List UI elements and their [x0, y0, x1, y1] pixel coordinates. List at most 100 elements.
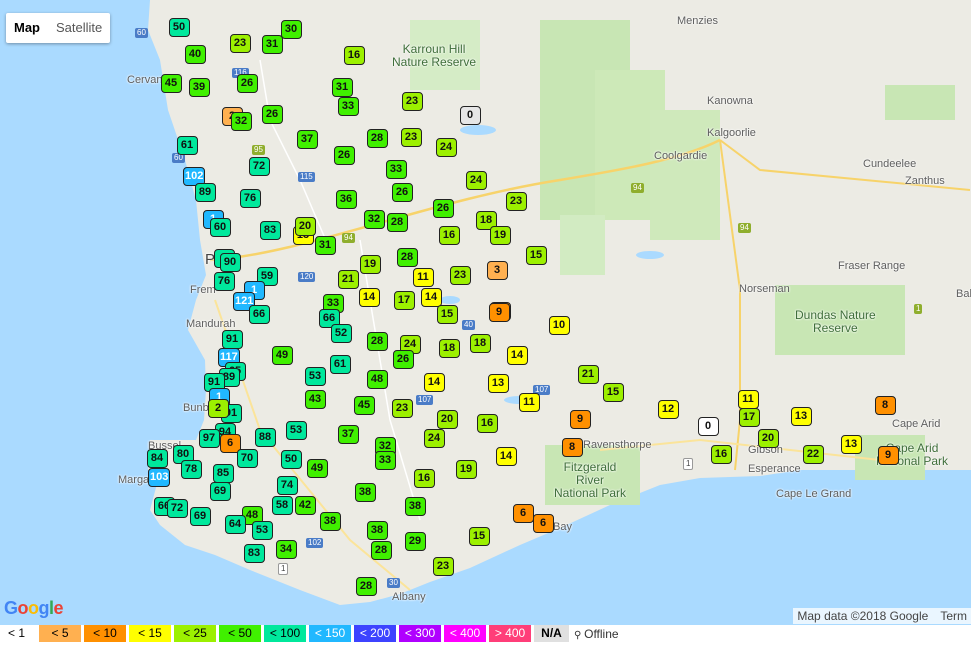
station-marker[interactable]: 20	[757, 429, 779, 448]
station-marker[interactable]: 23	[401, 92, 423, 111]
station-marker[interactable]: 91	[221, 330, 243, 349]
station-marker[interactable]: 15	[468, 527, 490, 546]
station-marker[interactable]: 102	[183, 167, 206, 186]
station-marker[interactable]: 24	[435, 138, 457, 157]
station-marker[interactable]: 103	[148, 468, 171, 487]
station-marker[interactable]: 50	[168, 18, 190, 37]
station-marker[interactable]: 14	[420, 288, 442, 307]
station-marker[interactable]: 14	[423, 373, 445, 392]
station-marker[interactable]: 13	[840, 435, 862, 454]
station-marker[interactable]: 20	[294, 217, 316, 236]
station-marker[interactable]: 28	[370, 541, 392, 560]
station-marker[interactable]: 33	[337, 97, 359, 116]
station-marker[interactable]: 18	[475, 211, 497, 230]
station-marker[interactable]: 50	[280, 450, 302, 469]
station-marker[interactable]: 2	[207, 399, 229, 418]
station-marker[interactable]: 24	[465, 171, 487, 190]
station-marker[interactable]: 0	[459, 106, 481, 125]
station-marker[interactable]: 11	[518, 393, 540, 412]
station-marker[interactable]: 45	[353, 396, 375, 415]
station-marker[interactable]: 90	[219, 253, 241, 272]
station-marker[interactable]: 26	[392, 350, 414, 369]
station-marker[interactable]: 39	[188, 78, 210, 97]
station-marker[interactable]: 6	[532, 514, 554, 533]
station-marker[interactable]: 15	[525, 246, 547, 265]
station-marker[interactable]: 16	[438, 226, 460, 245]
station-marker[interactable]: 61	[176, 136, 198, 155]
station-marker[interactable]: 21	[577, 365, 599, 384]
station-marker[interactable]: 58	[271, 496, 293, 515]
station-marker[interactable]: 28	[386, 213, 408, 232]
map-type-map-button[interactable]: Map	[14, 20, 40, 35]
station-marker[interactable]: 48	[366, 370, 388, 389]
station-marker[interactable]: 8	[874, 396, 896, 415]
station-marker[interactable]: 31	[331, 78, 353, 97]
station-marker[interactable]: 66	[318, 309, 340, 328]
station-marker[interactable]: 84	[146, 449, 168, 468]
station-marker[interactable]: 89	[194, 183, 216, 202]
station-marker[interactable]: 16	[710, 445, 732, 464]
station-marker[interactable]: 28	[366, 129, 388, 148]
station-marker[interactable]: 76	[213, 272, 235, 291]
station-marker[interactable]: 33	[385, 160, 407, 179]
station-marker[interactable]: 26	[333, 146, 355, 165]
station-marker[interactable]: 8	[561, 438, 583, 457]
station-marker[interactable]: 16	[343, 46, 365, 65]
station-marker[interactable]: 85	[212, 464, 234, 483]
station-marker[interactable]: 72	[166, 499, 188, 518]
station-marker[interactable]: 28	[355, 577, 377, 596]
station-marker[interactable]: 14	[358, 288, 380, 307]
station-marker[interactable]: 72	[248, 157, 270, 176]
station-marker[interactable]: 32	[230, 112, 252, 131]
station-marker[interactable]: 26	[261, 105, 283, 124]
map-canvas[interactable]: Map Satellite Karroun Hill Nature Reserv…	[0, 0, 971, 625]
station-marker[interactable]: 32	[363, 210, 385, 229]
station-marker[interactable]: 53	[285, 421, 307, 440]
station-marker[interactable]: 17	[393, 291, 415, 310]
station-marker[interactable]: 26	[236, 74, 258, 93]
station-marker[interactable]: 23	[449, 266, 471, 285]
station-marker[interactable]: 19	[489, 226, 511, 245]
station-marker[interactable]: 60	[209, 218, 231, 237]
station-marker[interactable]: 20	[436, 410, 458, 429]
station-marker[interactable]: 6	[219, 434, 241, 453]
station-marker[interactable]: 91	[203, 373, 225, 392]
station-marker[interactable]: 26	[391, 183, 413, 202]
station-marker[interactable]: 3	[486, 261, 508, 280]
station-marker[interactable]: 19	[455, 460, 477, 479]
station-marker[interactable]: 29	[404, 532, 426, 551]
station-marker[interactable]: 30	[280, 20, 302, 39]
station-marker[interactable]: 28	[396, 248, 418, 267]
station-marker[interactable]: 53	[304, 367, 326, 386]
station-marker[interactable]: 38	[354, 483, 376, 502]
station-marker[interactable]: 64	[224, 515, 246, 534]
station-marker[interactable]: 16	[413, 469, 435, 488]
station-marker[interactable]: 9	[488, 303, 510, 322]
station-marker[interactable]: 31	[261, 35, 283, 54]
station-marker[interactable]: 16	[476, 414, 498, 433]
station-marker[interactable]: 23	[400, 128, 422, 147]
station-marker[interactable]: 17	[738, 408, 760, 427]
terms-link[interactable]: Term	[940, 609, 967, 623]
station-marker[interactable]: 36	[335, 190, 357, 209]
station-marker[interactable]: 23	[432, 557, 454, 576]
station-marker[interactable]: 40	[184, 45, 206, 64]
station-marker[interactable]: 14	[495, 447, 517, 466]
station-marker[interactable]: 49	[271, 346, 293, 365]
station-marker[interactable]: 52	[330, 324, 352, 343]
station-marker[interactable]: 53	[251, 521, 273, 540]
station-marker[interactable]: 37	[337, 425, 359, 444]
station-marker[interactable]: 9	[877, 446, 899, 465]
station-marker[interactable]: 66	[248, 305, 270, 324]
station-marker[interactable]: 88	[254, 428, 276, 447]
station-marker[interactable]: 70	[236, 449, 258, 468]
station-marker[interactable]: 38	[319, 512, 341, 531]
station-marker[interactable]: 24	[423, 429, 445, 448]
map-type-satellite-button[interactable]: Satellite	[56, 20, 103, 35]
station-marker[interactable]: 0	[697, 417, 719, 436]
station-marker[interactable]: 26	[432, 199, 454, 218]
station-marker[interactable]: 13	[790, 407, 812, 426]
station-marker[interactable]: 83	[259, 221, 281, 240]
station-marker[interactable]: 28	[366, 332, 388, 351]
station-marker[interactable]: 97	[198, 429, 220, 448]
